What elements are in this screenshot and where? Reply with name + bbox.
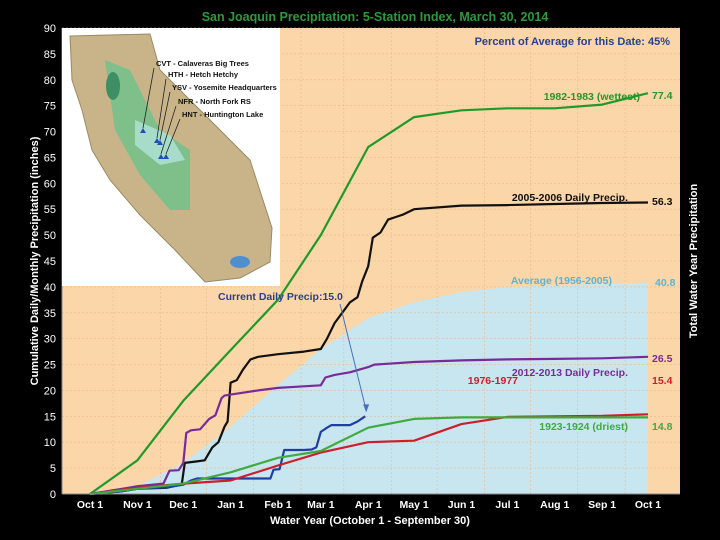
current-precip-annotation: Current Daily Precip:15.0 [218, 291, 343, 303]
y-tick-label: 0 [50, 489, 56, 501]
y-axis-label: Cumulative Daily/Monthly Precipitation (… [29, 136, 41, 385]
y-tick-label: 70 [44, 127, 56, 139]
series-area-average-1956-2005 [90, 282, 648, 494]
y-tick-label: 90 [44, 23, 56, 35]
station-marker-icon [154, 138, 160, 143]
x-tick-label: Feb 1 [264, 499, 292, 511]
x-tick-label: Dec 1 [169, 499, 197, 511]
station-marker-icon [140, 128, 146, 133]
x-tick-label: May 1 [400, 499, 429, 511]
y-axis-label-right: Total Water Year Precipitation [688, 183, 700, 338]
station-label: HNT - Huntington Lake [182, 110, 263, 119]
station-label: YSV - Yosemite Headquarters [172, 83, 277, 92]
series-line-1982-1983-wettest [89, 92, 649, 495]
y-tick-label: 5 [50, 463, 56, 475]
end-value-label: 77.4 [652, 90, 673, 102]
y-tick-label: 35 [44, 308, 56, 320]
x-tick-label: Jan 1 [217, 499, 244, 511]
series-line-2005-2006-daily-precip [89, 201, 649, 496]
series-label: 2005-2006 Daily Precip. [512, 192, 628, 204]
y-tick-label: 30 [44, 334, 56, 346]
y-tick-label: 45 [44, 256, 56, 268]
series-line-2012-2013-daily-precip [89, 355, 649, 496]
x-tick-label: Sep 1 [588, 499, 616, 511]
y-tick-label: 75 [44, 101, 56, 113]
end-value-label: 56.3 [652, 196, 673, 208]
x-tick-label: Oct 1 [77, 499, 103, 511]
x-tick-label: Mar 1 [307, 499, 335, 511]
chart-title: San Joaquin Precipitation: 5-Station Ind… [202, 10, 549, 24]
annotation-arrow [339, 303, 367, 411]
x-tick-label: Jul 1 [495, 499, 519, 511]
series-label: Average (1956-2005) [511, 275, 612, 287]
station-pointer [142, 67, 155, 129]
station-label: CVT - Calaveras Big Trees [156, 59, 249, 68]
series-label: 1976-1977 [468, 375, 518, 387]
series-line-1923-1924-driest [89, 416, 648, 496]
series-line-current-daily-precip [89, 415, 366, 496]
station-marker-icon [157, 140, 163, 145]
series-label: 2012-2013 Daily Precip. [512, 367, 628, 379]
x-tick-label: Oct 1 [635, 499, 661, 511]
end-value-label: 15.4 [652, 375, 673, 387]
x-tick-label: Apr 1 [355, 499, 382, 511]
station-pointer [165, 118, 181, 155]
station-pointer [159, 91, 171, 141]
y-tick-label: 85 [44, 49, 56, 61]
x-tick-label: Aug 1 [540, 499, 569, 511]
series-label: 1923-1924 (driest) [539, 421, 628, 433]
station-pointer [156, 78, 167, 139]
series-label: 1982-1983 (wettest) [544, 91, 640, 103]
station-marker-icon [163, 154, 169, 159]
arrow-head-icon [363, 404, 370, 413]
end-value-label: 26.5 [652, 353, 673, 365]
end-value-label: 40.8 [655, 277, 676, 289]
x-axis-label: Water Year (October 1 - September 30) [270, 515, 470, 527]
y-tick-label: 60 [44, 178, 56, 190]
station-label: NFR - North Fork RS [178, 97, 251, 106]
x-tick-label: Jun 1 [448, 499, 476, 511]
percent-of-average: Percent of Average for this Date: 45% [475, 36, 671, 48]
y-tick-label: 25 [44, 360, 56, 372]
y-tick-label: 20 [44, 385, 56, 397]
station-pointer [160, 105, 177, 155]
station-label: HTH - Hetch Hetchy [168, 70, 239, 79]
y-tick-label: 80 [44, 75, 56, 87]
california-station-map [62, 28, 280, 286]
y-tick-label: 40 [44, 282, 56, 294]
x-tick-label: Nov 1 [123, 499, 152, 511]
station-marker-icon [158, 154, 164, 159]
y-tick-label: 15 [44, 411, 56, 423]
end-value-label: 14.8 [652, 421, 673, 433]
y-tick-label: 65 [44, 152, 56, 164]
y-tick-label: 50 [44, 230, 56, 242]
y-tick-label: 10 [44, 437, 56, 449]
y-tick-label: 55 [44, 204, 56, 216]
